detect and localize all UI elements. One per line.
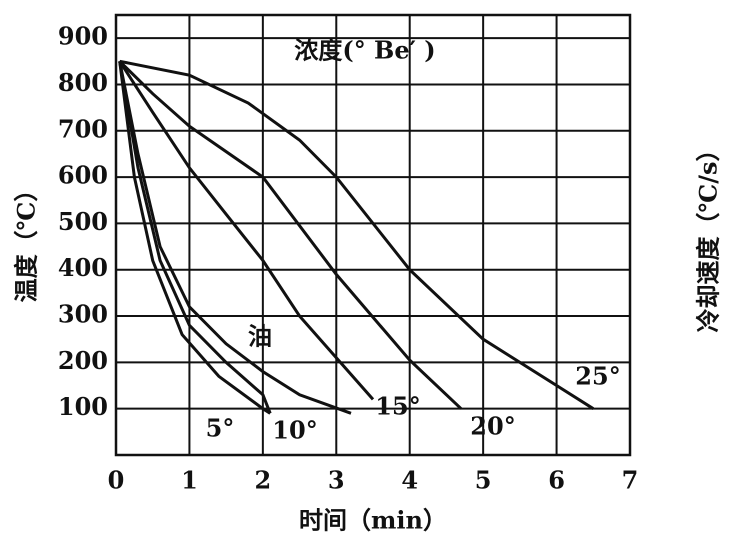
curve: [118, 60, 375, 401]
curve: [118, 61, 271, 415]
curve: [118, 61, 352, 415]
annotation: 浓度(° Be′ ): [294, 36, 435, 65]
y2-axis-label: 冷却速度（℃/s）: [694, 137, 723, 332]
y-tick-label: 700: [58, 114, 108, 143]
x-tick-label: 7: [622, 466, 639, 495]
series-label: 5°: [206, 414, 235, 443]
series-label: 油: [248, 322, 272, 351]
x-tick-label: 1: [181, 466, 198, 495]
curve: [118, 60, 463, 410]
x-tick-label: 0: [108, 466, 125, 495]
x-tick-label: 3: [328, 466, 345, 495]
y-tick-label: 300: [58, 300, 108, 329]
y-tick-label: 600: [58, 161, 108, 190]
series-label: 20°: [470, 412, 515, 441]
curve: [119, 59, 595, 410]
x-tick-label: 2: [255, 466, 272, 495]
y-tick-label: 200: [58, 346, 108, 375]
y-tick-label: 100: [58, 392, 108, 421]
y-tick-label: 800: [58, 68, 108, 97]
series-label: 10°: [272, 416, 317, 445]
y-tick-label: 500: [58, 207, 108, 236]
x-tick-label: 4: [401, 466, 418, 495]
series-label: 25°: [575, 362, 620, 391]
y-tick-label: 400: [58, 253, 108, 282]
y-tick-label: 900: [58, 22, 108, 51]
y-axis-label: 温度（℃）: [12, 178, 41, 303]
plot-frame: [114, 13, 632, 457]
series-label: 15°: [375, 392, 420, 421]
x-tick-label: 5: [475, 466, 492, 495]
x-axis-label: 时间（min）: [299, 506, 447, 535]
x-tick-label: 6: [548, 466, 565, 495]
curve: [118, 61, 272, 414]
